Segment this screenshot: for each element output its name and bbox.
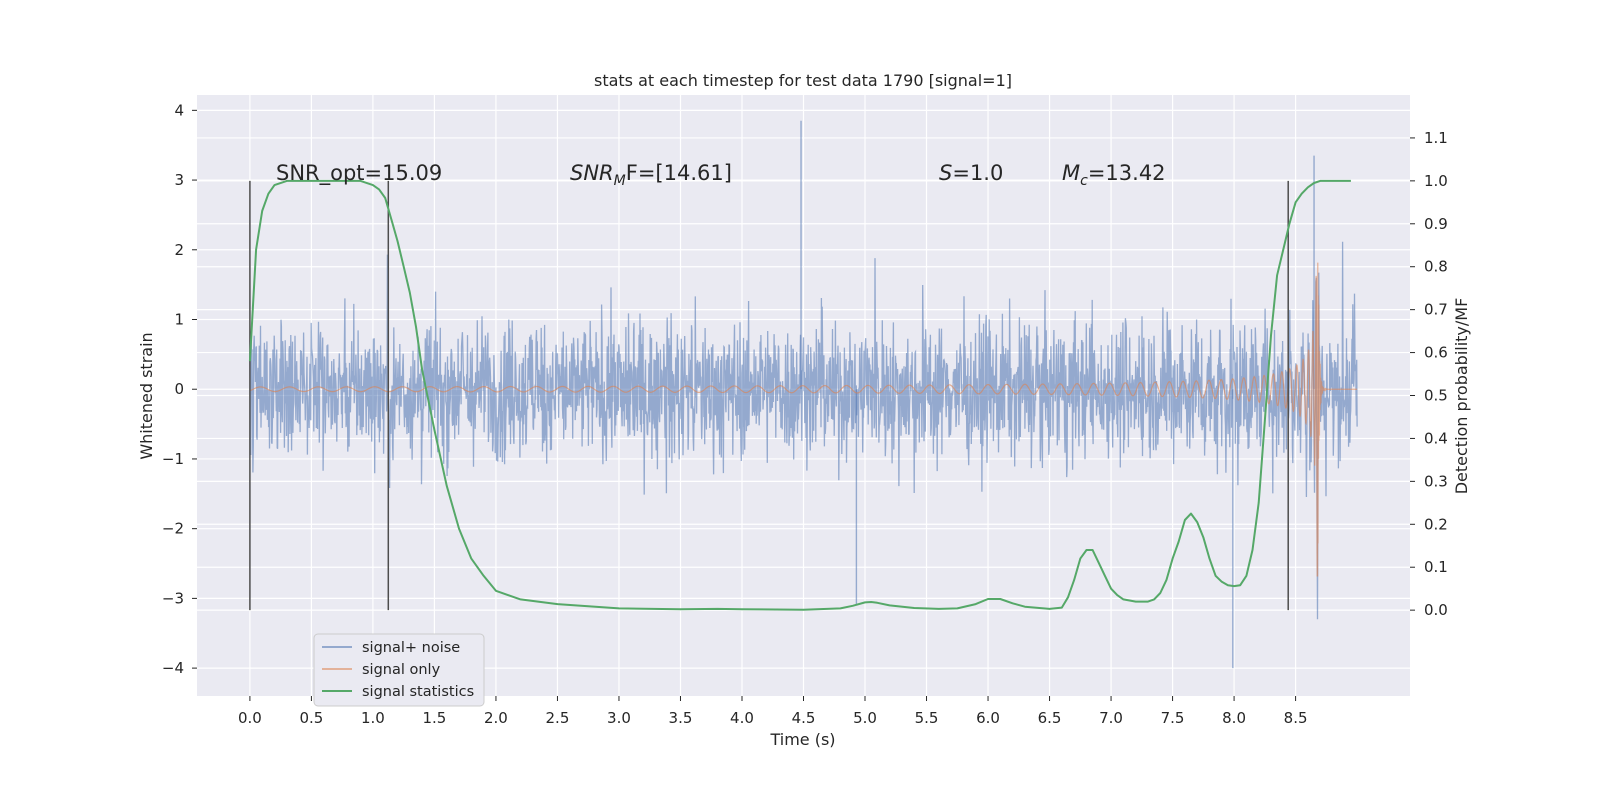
annotation-s: S=1.0 bbox=[939, 161, 1003, 185]
series-signal-only bbox=[249, 262, 1358, 577]
x-tick-label: 3.0 bbox=[607, 709, 631, 727]
x-tick-label: 5.0 bbox=[853, 709, 877, 727]
x-tick-label: 2.0 bbox=[484, 709, 508, 727]
y-left-tick-label: 1 bbox=[174, 311, 184, 329]
y-right-tick-label: 0.1 bbox=[1424, 558, 1448, 576]
x-tick-label: 8.5 bbox=[1284, 709, 1308, 727]
x-tick-label: 7.5 bbox=[1161, 709, 1185, 727]
y-right-tick-label: 0.4 bbox=[1424, 429, 1448, 447]
y-right-tick-label: 0.8 bbox=[1424, 258, 1448, 276]
x-tick-label: 6.5 bbox=[1038, 709, 1062, 727]
legend-label-stats: signal statistics bbox=[362, 684, 474, 700]
legend-label-signal: signal only bbox=[362, 662, 441, 678]
y-right-tick-label: 1.0 bbox=[1424, 172, 1448, 190]
y-axis-label-right: Detection probability/MF bbox=[1452, 298, 1471, 495]
x-tick-label: 7.0 bbox=[1099, 709, 1123, 727]
y-left-tick-label: −4 bbox=[162, 659, 184, 677]
y-axis-label-left: Whitened strain bbox=[137, 332, 156, 459]
x-tick-label: 8.0 bbox=[1222, 709, 1246, 727]
series-signal-statistics bbox=[248, 179, 1351, 611]
x-tick-label: 1.5 bbox=[423, 709, 447, 727]
x-tick-label: 6.0 bbox=[976, 709, 1000, 727]
y-left-tick-labels: 4 3 2 1 0 −1 −2 −3 −4 bbox=[162, 101, 197, 677]
y-left-tick-label: 3 bbox=[174, 171, 184, 189]
x-tick-label: 4.5 bbox=[792, 709, 816, 727]
signal-line bbox=[249, 262, 1358, 577]
y-left-tick-label: −2 bbox=[162, 520, 184, 538]
y-right-tick-label: 0.7 bbox=[1424, 301, 1448, 319]
y-left-tick-label: 2 bbox=[174, 241, 184, 259]
y-right-tick-label: 0.3 bbox=[1424, 472, 1448, 490]
y-left-tick-label: 0 bbox=[174, 380, 184, 398]
x-tick-label: 4.0 bbox=[730, 709, 754, 727]
x-tick-label: 0.0 bbox=[238, 709, 262, 727]
y-right-tick-label: 0.9 bbox=[1424, 215, 1448, 233]
x-tick-label: 2.5 bbox=[546, 709, 570, 727]
y-right-tick-label: 0.2 bbox=[1424, 515, 1448, 533]
noise-line bbox=[249, 241, 1358, 620]
vertical-markers bbox=[249, 180, 1289, 611]
y-right-tick-label: 0.5 bbox=[1424, 387, 1448, 405]
annotation-snr-mf: SNRMF=[14.61] bbox=[570, 161, 732, 189]
x-tick-label: 3.5 bbox=[669, 709, 693, 727]
y-left-tick-label: −1 bbox=[162, 450, 184, 468]
legend-label-noise: signal+ noise bbox=[362, 640, 460, 656]
y-left-tick-label: −3 bbox=[162, 589, 184, 607]
y-right-tick-labels: 1.1 1.0 0.9 0.8 0.7 0.6 0.5 0.4 0.3 0.2 0.1 0.0 bbox=[1410, 129, 1448, 619]
series-signal-plus-noise bbox=[249, 120, 1358, 669]
y-right-tick-label: 1.1 bbox=[1424, 129, 1448, 147]
y-right-tick-label: 0.6 bbox=[1424, 344, 1448, 362]
y-gridlines bbox=[197, 109, 1410, 669]
x-tick-label: 1.0 bbox=[361, 709, 385, 727]
x-axis-label: Time (s) bbox=[769, 730, 835, 749]
legend: signal+ noise signal only signal statist… bbox=[313, 633, 485, 707]
annotation-mc: Mc=13.42 bbox=[1062, 161, 1166, 189]
x-tick-labels: 0.0 0.5 1.0 1.5 2.0 2.5 3.0 3.5 4.0 4.5 5.0 5.5 6.0 6… bbox=[238, 696, 1308, 727]
x-tick-label: 0.5 bbox=[299, 709, 323, 727]
annotation-snr-opt: SNR_opt=15.09 bbox=[276, 161, 442, 186]
y-left-tick-label: 4 bbox=[174, 101, 184, 119]
x-tick-label: 5.5 bbox=[915, 709, 939, 727]
chart-title: stats at each timestep for test data 179… bbox=[594, 71, 1012, 90]
y-right-tick-label: 0.0 bbox=[1424, 601, 1448, 619]
legend-box bbox=[313, 633, 485, 707]
stat-line bbox=[248, 179, 1351, 611]
